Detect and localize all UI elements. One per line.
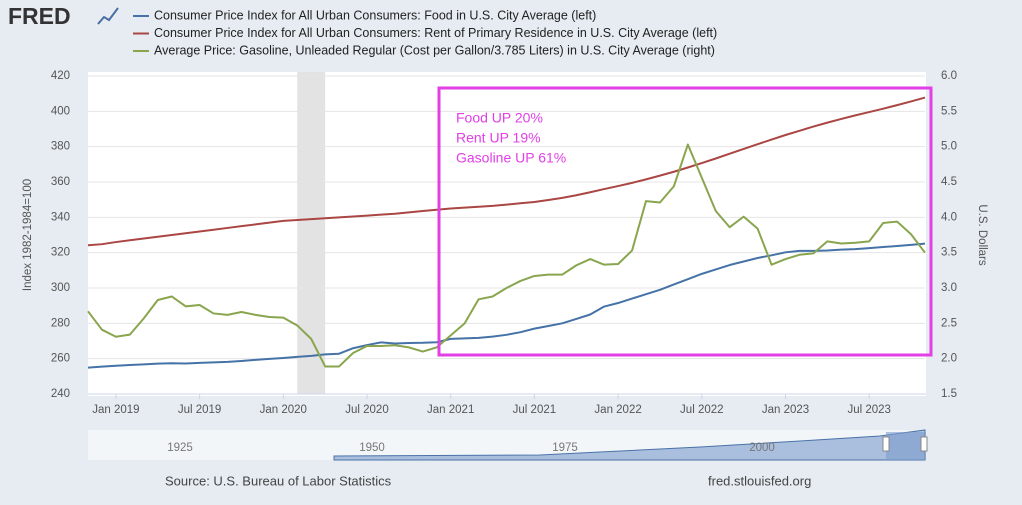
y-tick-label: 320 [51,247,70,259]
source: Source: U.S. Bureau of Labor Statistics [165,473,392,488]
y-tick-label: 340 [51,211,70,223]
y2-tick-label: 1.5 [941,388,957,400]
y2-tick-label: 3.5 [941,247,957,259]
x-tick-label: Jul 2022 [680,404,723,416]
x-tick-label: Jul 2021 [513,404,556,416]
x-tick-label: Jan 2019 [92,404,139,416]
navigator-handle[interactable] [882,436,890,452]
y2-tick-label: 5.0 [941,141,957,153]
annotation-text: Rent UP 19% [456,130,541,146]
x-tick-label: Jan 2020 [260,404,307,416]
series-line [87,96,926,247]
legend-label: Average Price: Gasoline, Unleaded Regula… [154,43,715,57]
y2-tick-label: 3.0 [941,282,957,294]
navigator-series [333,429,926,461]
y-tick-label: 260 [51,353,70,365]
x-tick-label: Jan 2023 [762,404,809,416]
site-link[interactable]: fred.stlouisfed.org [708,473,811,488]
navigator-label: 1925 [167,442,193,454]
y-tick-label: 300 [51,282,70,294]
x-tick-label: Jan 2021 [427,404,474,416]
legend-label: Consumer Price Index for All Urban Consu… [154,26,717,40]
y-tick-label: 360 [51,176,70,188]
navigator-selection[interactable] [886,432,926,460]
series-line [87,143,926,368]
x-tick-label: Jan 2022 [594,404,641,416]
navigator-handle[interactable] [920,436,928,452]
legend-label: Consumer Price Index for All Urban Consu… [154,8,596,22]
navigator-label: 1975 [552,442,578,454]
series-line [87,242,926,369]
x-tick-label: Jul 2019 [178,404,221,416]
y-axis-title: Index 1982-1984=100 [22,179,34,291]
annotation-text: Food UP 20% [456,110,543,126]
y2-tick-label: 4.0 [941,211,957,223]
y2-tick-label: 5.5 [941,105,957,117]
recession-band [297,72,326,394]
y2-axis-title: U.S. Dollars [976,204,988,266]
y-tick-label: 240 [51,388,70,400]
y-tick-label: 380 [51,141,70,153]
logo: FRED [8,3,71,29]
y2-tick-label: 2.5 [941,317,957,329]
y-tick-label: 280 [51,317,70,329]
y2-tick-label: 2.0 [941,353,957,365]
logo-icon [97,7,119,25]
navigator-label: 2000 [749,442,775,454]
x-tick-label: Jul 2020 [345,404,388,416]
y-tick-label: 400 [51,105,70,117]
y2-tick-label: 6.0 [941,70,957,82]
y-tick-label: 420 [51,70,70,82]
navigator-label: 1950 [359,442,385,454]
annotation-box [437,86,933,357]
annotation-text: Gasoline UP 61% [456,150,566,166]
y2-tick-label: 4.5 [941,176,957,188]
x-tick-label: Jul 2023 [847,404,890,416]
plot-area [88,72,926,396]
